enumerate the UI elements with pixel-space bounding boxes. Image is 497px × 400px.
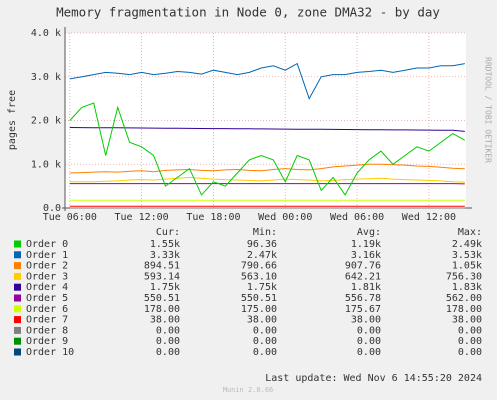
legend-stat: 3.53k (452, 250, 482, 261)
legend-stat: 3.33k (150, 250, 180, 261)
version: Munin 2.0.66 (223, 386, 274, 394)
legend-swatch (14, 348, 21, 356)
legend-stat: 96.36 (247, 239, 277, 250)
y-tick-label: 3.0 k (31, 72, 61, 83)
x-tick-label: Tue 06:00 (43, 212, 97, 223)
legend-stat: 556.78 (345, 293, 381, 304)
legend-swatch (14, 326, 21, 334)
legend-stat: 756.30 (446, 271, 482, 282)
series-line (69, 127, 465, 132)
legend-swatch (14, 262, 21, 270)
y-tick-label: 4.0 k (31, 28, 61, 39)
legend-stat: 0.00 (357, 336, 381, 347)
legend-swatch (14, 294, 21, 302)
legend-stat: 1.75k (150, 282, 180, 293)
legend-label: Order 10 (26, 347, 74, 358)
x-tick-label: Tue 12:00 (115, 212, 169, 223)
legend-stat: 593.14 (144, 271, 180, 282)
y-tick-label: 2.0 k (31, 116, 61, 127)
legend-stat: 175.67 (345, 304, 381, 315)
legend-label: Order 7 (26, 315, 68, 326)
stats-header: Max: (458, 227, 482, 238)
legend-stat: 38.00 (351, 315, 381, 326)
legend-swatch (14, 316, 21, 324)
legend-stat: 0.00 (458, 325, 482, 336)
legend-stat: 642.21 (345, 271, 381, 282)
legend-label: Order 3 (26, 271, 68, 282)
legend-stat: 0.00 (357, 347, 381, 358)
y-tick-label: 1.0 k (31, 159, 61, 170)
legend-stat: 1.81k (351, 282, 381, 293)
legend-stat: 0.00 (253, 336, 277, 347)
legend-stat: 0.00 (458, 336, 482, 347)
x-tick-label: Wed 12:00 (402, 212, 456, 223)
series-line (69, 102, 466, 196)
legend-stat: 563.10 (241, 271, 277, 282)
stats-header: Min: (253, 227, 277, 238)
legend-stat: 38.00 (150, 315, 180, 326)
legend-stat: 0.00 (253, 325, 277, 336)
series-line (69, 176, 465, 183)
legend-swatch (14, 240, 21, 248)
legend-label: Order 2 (26, 261, 68, 272)
legend-stat: 550.51 (144, 293, 180, 304)
side-label: RRDTOOL / TOBI OETIKER (484, 57, 493, 163)
stats-header: Cur: (156, 227, 180, 238)
legend-stat: 1.75k (247, 282, 277, 293)
y-tick-label: 0.0 (43, 203, 61, 214)
legend-stat: 894.51 (144, 261, 180, 272)
legend-stat: 0.00 (156, 347, 180, 358)
legend-stat: 1.55k (150, 239, 180, 250)
legend-stat: 0.00 (156, 325, 180, 336)
legend-stat: 0.00 (458, 347, 482, 358)
series-line (69, 163, 465, 174)
legend-label: Order 0 (26, 239, 68, 250)
x-tick-label: Wed 06:00 (330, 212, 384, 223)
legend-stat: 2.47k (247, 250, 277, 261)
legend-stat: 1.19k (351, 239, 381, 250)
legend-stat: 3.16k (351, 250, 381, 261)
legend-stat: 550.51 (241, 293, 277, 304)
legend-stat: 562.00 (446, 293, 482, 304)
y-axis-label: pages free (7, 90, 18, 150)
legend-stat: 0.00 (156, 336, 180, 347)
x-tick-label: Tue 18:00 (186, 212, 240, 223)
legend-stat: 2.49k (452, 239, 482, 250)
x-tick-label: Wed 00:00 (258, 212, 312, 223)
legend-stat: 1.83k (452, 282, 482, 293)
legend-label: Order 9 (26, 336, 68, 347)
legend-label: Order 6 (26, 304, 68, 315)
legend-label: Order 5 (26, 293, 68, 304)
legend-stat: 38.00 (247, 315, 277, 326)
legend-swatch (14, 272, 21, 280)
footer: Last update: Wed Nov 6 14:55:20 2024 (265, 373, 482, 384)
legend-stat: 1.05k (452, 261, 482, 272)
legend-stat: 175.00 (241, 304, 277, 315)
chart-title: Memory fragmentation in Node 0, zone DMA… (56, 5, 440, 20)
legend-label: Order 4 (26, 282, 68, 293)
legend-label: Order 1 (26, 250, 68, 261)
legend-stat: 0.00 (253, 347, 277, 358)
legend-stat: 0.00 (357, 325, 381, 336)
legend-swatch (14, 337, 21, 345)
stats-header: Avg: (357, 227, 381, 238)
legend-stat: 790.66 (241, 261, 277, 272)
legend-stat: 907.76 (345, 261, 381, 272)
legend-stat: 38.00 (452, 315, 482, 326)
legend-swatch (14, 283, 21, 291)
legend-stat: 178.00 (446, 304, 482, 315)
legend-swatch (14, 251, 21, 259)
legend-swatch (14, 305, 21, 313)
series-line (69, 62, 465, 100)
legend-label: Order 8 (26, 325, 68, 336)
legend-stat: 178.00 (144, 304, 180, 315)
